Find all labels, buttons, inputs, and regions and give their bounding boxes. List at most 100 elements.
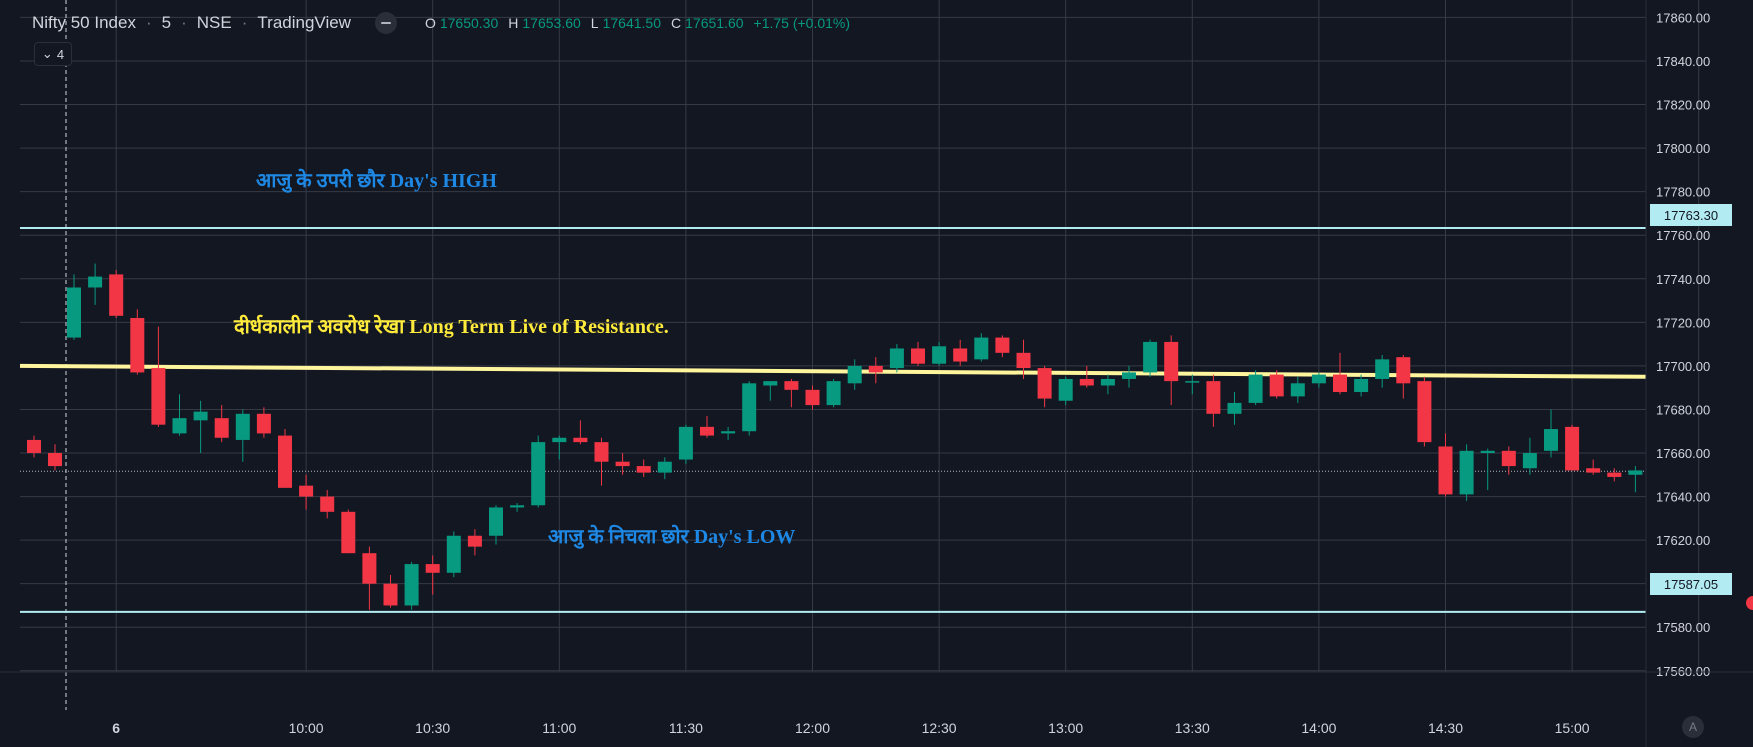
candle-body — [889, 348, 904, 369]
candle — [1290, 376, 1305, 403]
candle-body — [1628, 470, 1643, 475]
y-tick-label: 17620.00 — [1656, 533, 1710, 548]
candle-body — [278, 435, 292, 488]
low-label: L — [590, 15, 599, 31]
candle — [1333, 352, 1347, 395]
candle — [1311, 372, 1326, 388]
x-tick-label: 12:30 — [922, 720, 957, 736]
candle-body — [1607, 472, 1622, 477]
change-value: +1.75 (+0.01%) — [753, 15, 851, 31]
candle-body — [193, 411, 208, 421]
candle-body — [1396, 357, 1411, 384]
y-tick-label: 17780.00 — [1656, 185, 1710, 200]
minus-icon[interactable] — [374, 12, 397, 34]
candle — [1375, 355, 1390, 388]
candle-body — [678, 426, 693, 460]
candle — [193, 400, 208, 454]
candle — [763, 381, 778, 401]
candle — [700, 415, 714, 438]
candle — [615, 453, 630, 475]
y-tick-label: 17860.00 — [1656, 10, 1710, 25]
candle — [1206, 374, 1221, 427]
candle-body — [742, 383, 757, 432]
candle — [531, 435, 546, 508]
candle — [320, 490, 335, 519]
auto-scale-button[interactable]: A — [1682, 716, 1704, 738]
candle — [214, 405, 229, 443]
candle-body — [1227, 402, 1242, 414]
candle-body — [1185, 381, 1200, 383]
x-tick-label: 10:00 — [289, 720, 324, 736]
source-label: TradingView — [257, 13, 351, 32]
candle-body — [383, 583, 398, 606]
indicators-toggle-button[interactable]: ⌄ 4 — [34, 42, 72, 66]
candle-body — [1375, 359, 1390, 379]
previous-session-candle — [48, 444, 62, 471]
candle-body — [1016, 352, 1031, 369]
candle — [278, 429, 292, 488]
candle — [489, 505, 503, 545]
candle — [974, 333, 989, 362]
candle-body — [341, 511, 356, 554]
candle-body — [1079, 378, 1094, 386]
candle — [721, 426, 736, 440]
candle — [1565, 424, 1580, 471]
chart-header: Nifty 50 Index · 5 · NSE · TradingView O… — [32, 12, 856, 34]
low-value: 17641.50 — [602, 15, 661, 31]
x-tick-label: 14:30 — [1428, 720, 1463, 736]
candle — [1396, 355, 1411, 399]
candle — [1037, 365, 1052, 408]
candle — [1248, 370, 1263, 406]
candle — [1628, 466, 1643, 493]
candle — [1459, 444, 1474, 501]
candle-body — [1269, 374, 1284, 397]
candle-body — [932, 346, 947, 364]
symbol-name[interactable]: Nifty 50 Index — [32, 13, 136, 32]
candle-body — [446, 535, 461, 573]
candle — [109, 270, 124, 318]
candle — [1143, 339, 1158, 377]
candle — [1607, 468, 1622, 482]
candle-body — [657, 461, 672, 473]
candle — [1269, 370, 1284, 399]
candle-body — [636, 466, 651, 473]
candle — [1058, 376, 1073, 406]
candle — [1501, 446, 1516, 475]
header-separator: · — [181, 13, 187, 32]
y-tick-label: 17840.00 — [1656, 54, 1710, 69]
open-value: 17650.30 — [439, 15, 499, 31]
candle-body — [1544, 429, 1558, 451]
candle-body — [1565, 426, 1580, 471]
candle — [953, 339, 968, 366]
candle — [256, 407, 271, 438]
candle — [1480, 448, 1495, 491]
y-tick-label: 17660.00 — [1656, 446, 1710, 461]
candle — [657, 457, 672, 480]
candle-body — [27, 439, 41, 454]
candle-body — [1037, 368, 1052, 399]
candles[interactable] — [27, 263, 1643, 610]
candle-body — [1164, 341, 1179, 382]
candle-body — [1417, 381, 1432, 443]
candle — [932, 341, 947, 366]
day-low-price-tag: 17587.05 — [1650, 573, 1732, 595]
candle-body — [1522, 453, 1537, 469]
candle — [995, 335, 1010, 358]
x-tick-label: 6 — [112, 720, 120, 736]
candle-body — [467, 535, 482, 547]
y-tick-label: 17720.00 — [1656, 315, 1710, 330]
candle-body — [1248, 374, 1263, 403]
candle — [467, 529, 482, 556]
candle — [1079, 365, 1094, 388]
candle-body — [826, 381, 841, 406]
x-tick-label: 12:00 — [795, 720, 830, 736]
candle — [868, 357, 883, 384]
candle — [383, 574, 398, 608]
candle-body — [1311, 374, 1326, 384]
x-tick-label: 14:00 — [1301, 720, 1336, 736]
candle-body — [48, 453, 62, 467]
candle-body — [1586, 468, 1601, 473]
interval-label[interactable]: 5 — [161, 13, 172, 32]
